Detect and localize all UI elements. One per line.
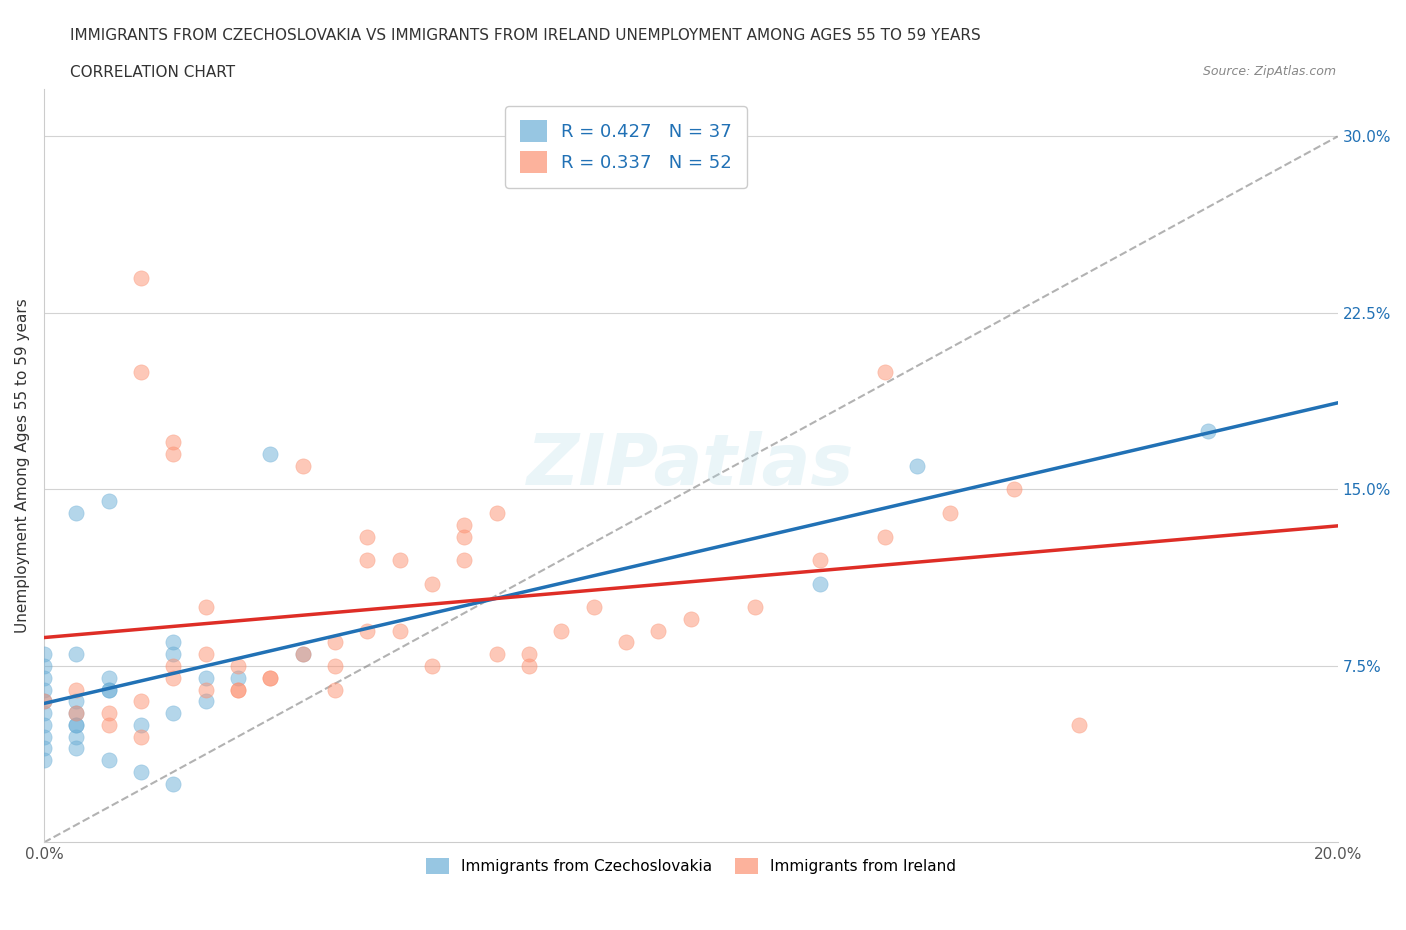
Point xyxy=(194,694,217,709)
Text: CORRELATION CHART: CORRELATION CHART xyxy=(70,65,235,80)
Text: IMMIGRANTS FROM CZECHOSLOVAKIA VS IMMIGRANTS FROM IRELAND UNEMPLOYMENT AMONG AGE: IMMIGRANTS FROM CZECHOSLOVAKIA VS IMMIGR… xyxy=(70,28,981,43)
Point xyxy=(388,552,411,567)
Point xyxy=(550,623,572,638)
Point xyxy=(873,529,896,544)
Point xyxy=(65,646,87,661)
Point xyxy=(485,646,508,661)
Point xyxy=(32,682,55,697)
Point xyxy=(32,729,55,744)
Point xyxy=(65,506,87,521)
Point xyxy=(453,529,475,544)
Point xyxy=(129,764,152,779)
Point xyxy=(129,694,152,709)
Point xyxy=(420,577,443,591)
Point xyxy=(162,671,184,685)
Point xyxy=(162,646,184,661)
Point xyxy=(744,600,766,615)
Point xyxy=(517,658,540,673)
Point xyxy=(808,552,831,567)
Point xyxy=(194,671,217,685)
Point xyxy=(65,682,87,697)
Point xyxy=(129,717,152,732)
Point xyxy=(162,446,184,461)
Point xyxy=(129,729,152,744)
Point xyxy=(65,706,87,721)
Text: Source: ZipAtlas.com: Source: ZipAtlas.com xyxy=(1202,65,1336,78)
Point xyxy=(97,671,120,685)
Point xyxy=(65,741,87,756)
Point xyxy=(226,671,249,685)
Point xyxy=(65,706,87,721)
Point xyxy=(97,682,120,697)
Point xyxy=(679,611,702,626)
Point xyxy=(582,600,605,615)
Point xyxy=(32,646,55,661)
Point xyxy=(614,635,637,650)
Point xyxy=(938,506,960,521)
Point xyxy=(356,529,378,544)
Point xyxy=(97,682,120,697)
Point xyxy=(453,552,475,567)
Point xyxy=(162,635,184,650)
Point xyxy=(323,658,346,673)
Point xyxy=(194,646,217,661)
Point xyxy=(32,694,55,709)
Point xyxy=(162,435,184,450)
Point xyxy=(129,271,152,286)
Point xyxy=(32,658,55,673)
Point xyxy=(259,446,281,461)
Point xyxy=(226,682,249,697)
Point xyxy=(905,458,928,473)
Point xyxy=(1067,717,1090,732)
Y-axis label: Unemployment Among Ages 55 to 59 years: Unemployment Among Ages 55 to 59 years xyxy=(15,299,30,633)
Point xyxy=(356,552,378,567)
Point xyxy=(226,658,249,673)
Point xyxy=(259,671,281,685)
Point xyxy=(65,694,87,709)
Point xyxy=(32,671,55,685)
Point xyxy=(65,717,87,732)
Point xyxy=(1002,482,1025,497)
Point xyxy=(97,494,120,509)
Point xyxy=(356,623,378,638)
Point xyxy=(453,517,475,532)
Point xyxy=(97,752,120,767)
Point xyxy=(32,706,55,721)
Point xyxy=(194,600,217,615)
Point xyxy=(808,577,831,591)
Point xyxy=(647,623,669,638)
Point xyxy=(97,706,120,721)
Point xyxy=(65,729,87,744)
Point xyxy=(32,752,55,767)
Point xyxy=(420,658,443,673)
Point xyxy=(259,671,281,685)
Legend: Immigrants from Czechoslovakia, Immigrants from Ireland: Immigrants from Czechoslovakia, Immigran… xyxy=(419,852,962,880)
Point xyxy=(32,717,55,732)
Point xyxy=(291,458,314,473)
Point xyxy=(32,741,55,756)
Point xyxy=(485,506,508,521)
Point xyxy=(873,365,896,379)
Point xyxy=(97,717,120,732)
Point xyxy=(291,646,314,661)
Point xyxy=(1197,423,1219,438)
Point xyxy=(388,623,411,638)
Text: ZIPatlas: ZIPatlas xyxy=(527,432,855,500)
Point xyxy=(129,365,152,379)
Point xyxy=(65,717,87,732)
Point xyxy=(32,694,55,709)
Point xyxy=(194,682,217,697)
Point xyxy=(323,635,346,650)
Point xyxy=(162,777,184,791)
Point xyxy=(226,682,249,697)
Point xyxy=(162,658,184,673)
Point xyxy=(323,682,346,697)
Point xyxy=(162,706,184,721)
Point xyxy=(291,646,314,661)
Point xyxy=(517,646,540,661)
